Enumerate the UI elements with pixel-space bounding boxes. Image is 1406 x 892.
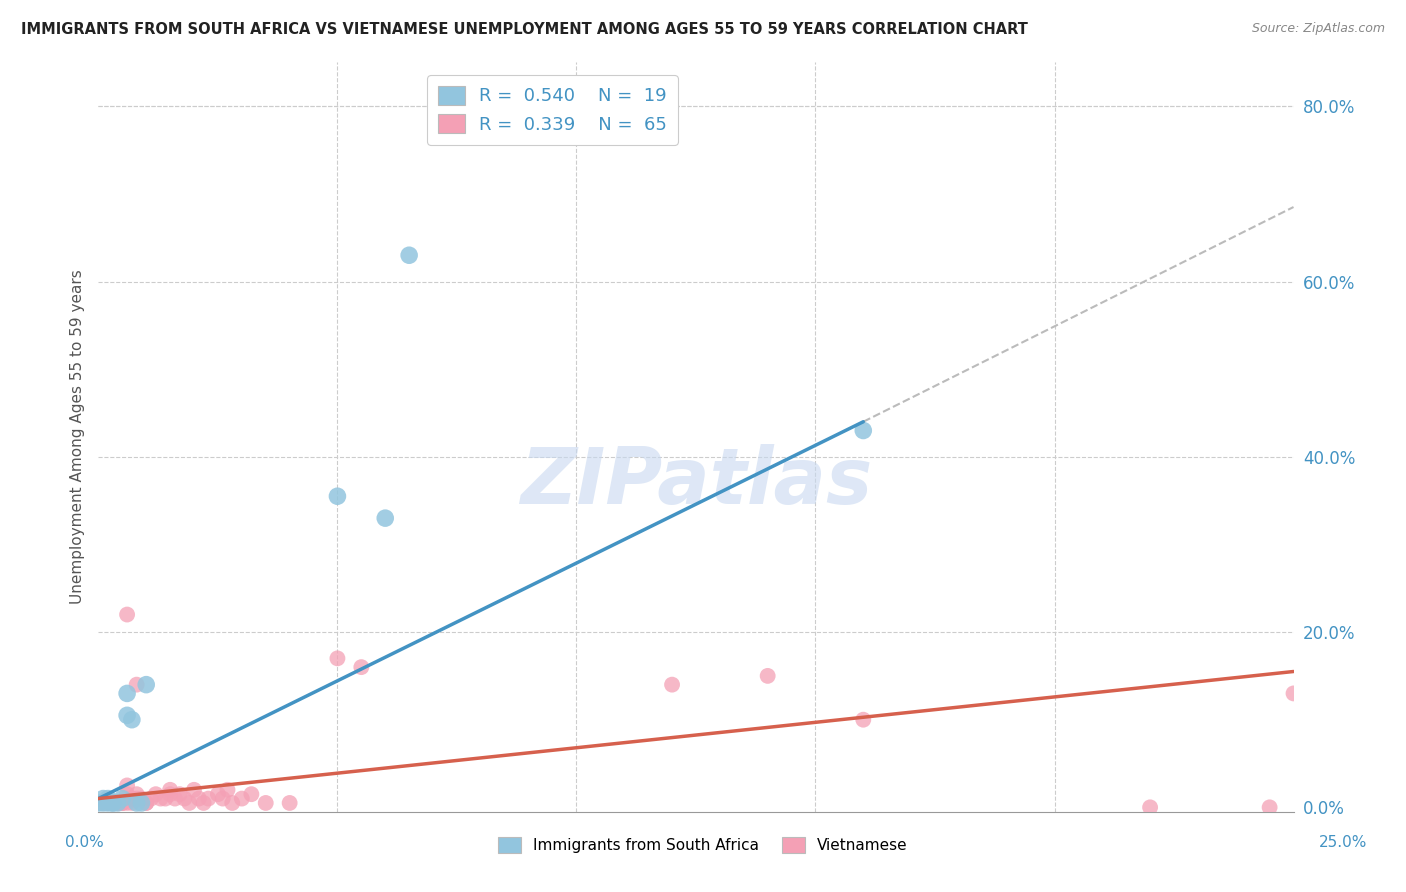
Text: IMMIGRANTS FROM SOUTH AFRICA VS VIETNAMESE UNEMPLOYMENT AMONG AGES 55 TO 59 YEAR: IMMIGRANTS FROM SOUTH AFRICA VS VIETNAME… (21, 22, 1028, 37)
Point (852, 424, 875, 438)
Point (125, 678, 148, 692)
Point (145, 787, 167, 801)
Point (111, 796, 134, 810)
Point (101, 796, 124, 810)
Point (179, 796, 201, 810)
Point (135, 678, 157, 692)
Point (135, 796, 157, 810)
Point (87, 796, 110, 810)
Legend: Immigrants from South Africa, Vietnamese: Immigrants from South Africa, Vietnamese (492, 831, 914, 859)
Point (231, 791, 253, 805)
Point (135, 796, 157, 810)
Point (107, 796, 129, 810)
Point (193, 796, 215, 810)
Point (149, 791, 172, 805)
Point (852, 713, 875, 727)
Point (91, 796, 114, 810)
Point (101, 796, 124, 810)
Point (107, 796, 129, 810)
Point (207, 787, 229, 801)
Point (101, 796, 124, 810)
Legend: R =  0.540    N =  19, R =  0.339    N =  65: R = 0.540 N = 19, R = 0.339 N = 65 (427, 75, 678, 145)
Y-axis label: Unemployment Among Ages 55 to 59 years: Unemployment Among Ages 55 to 59 years (69, 269, 84, 605)
Point (155, 791, 177, 805)
Point (169, 787, 191, 801)
Text: 25.0%: 25.0% (1319, 836, 1367, 850)
Point (121, 791, 143, 805)
Point (187, 791, 209, 805)
Point (163, 791, 186, 805)
Point (125, 796, 148, 810)
Point (91, 796, 114, 810)
Point (101, 796, 124, 810)
Point (107, 796, 129, 810)
Point (756, 669, 779, 683)
Point (115, 686, 138, 700)
Point (1258, 800, 1281, 814)
Point (374, 511, 396, 525)
Point (111, 796, 134, 810)
Point (87, 796, 110, 810)
Point (91, 791, 114, 805)
Point (173, 791, 195, 805)
Text: ZIPatlas: ZIPatlas (520, 444, 872, 520)
Point (121, 791, 143, 805)
Point (183, 782, 205, 797)
Point (221, 796, 243, 810)
Point (326, 651, 349, 665)
Point (97, 796, 120, 810)
Point (111, 796, 134, 810)
Point (91, 796, 114, 810)
Point (91, 796, 114, 810)
Point (1282, 686, 1305, 700)
Point (107, 796, 129, 810)
Point (121, 713, 143, 727)
Point (115, 796, 138, 810)
Point (350, 660, 373, 674)
Point (101, 796, 124, 810)
Point (661, 678, 683, 692)
Point (97, 796, 120, 810)
Point (91, 796, 114, 810)
Point (97, 796, 120, 810)
Text: Source: ZipAtlas.com: Source: ZipAtlas.com (1251, 22, 1385, 36)
Point (101, 796, 124, 810)
Point (159, 782, 181, 797)
Point (1139, 800, 1161, 814)
Point (97, 796, 120, 810)
Point (125, 791, 148, 805)
Point (115, 607, 138, 622)
Point (254, 796, 277, 810)
Point (217, 782, 239, 797)
Point (111, 791, 134, 805)
Point (115, 787, 138, 801)
Text: 0.0%: 0.0% (65, 836, 104, 850)
Point (121, 796, 143, 810)
Point (398, 248, 420, 262)
Point (97, 796, 120, 810)
Point (326, 489, 349, 503)
Point (139, 791, 162, 805)
Point (101, 796, 124, 810)
Point (131, 796, 153, 810)
Point (159, 787, 181, 801)
Point (211, 791, 233, 805)
Point (97, 796, 120, 810)
Point (131, 791, 153, 805)
Point (107, 796, 129, 810)
Point (197, 791, 219, 805)
Point (278, 796, 301, 810)
Point (115, 708, 138, 723)
Point (125, 787, 148, 801)
Point (97, 791, 120, 805)
Point (240, 787, 263, 801)
Point (115, 779, 138, 793)
